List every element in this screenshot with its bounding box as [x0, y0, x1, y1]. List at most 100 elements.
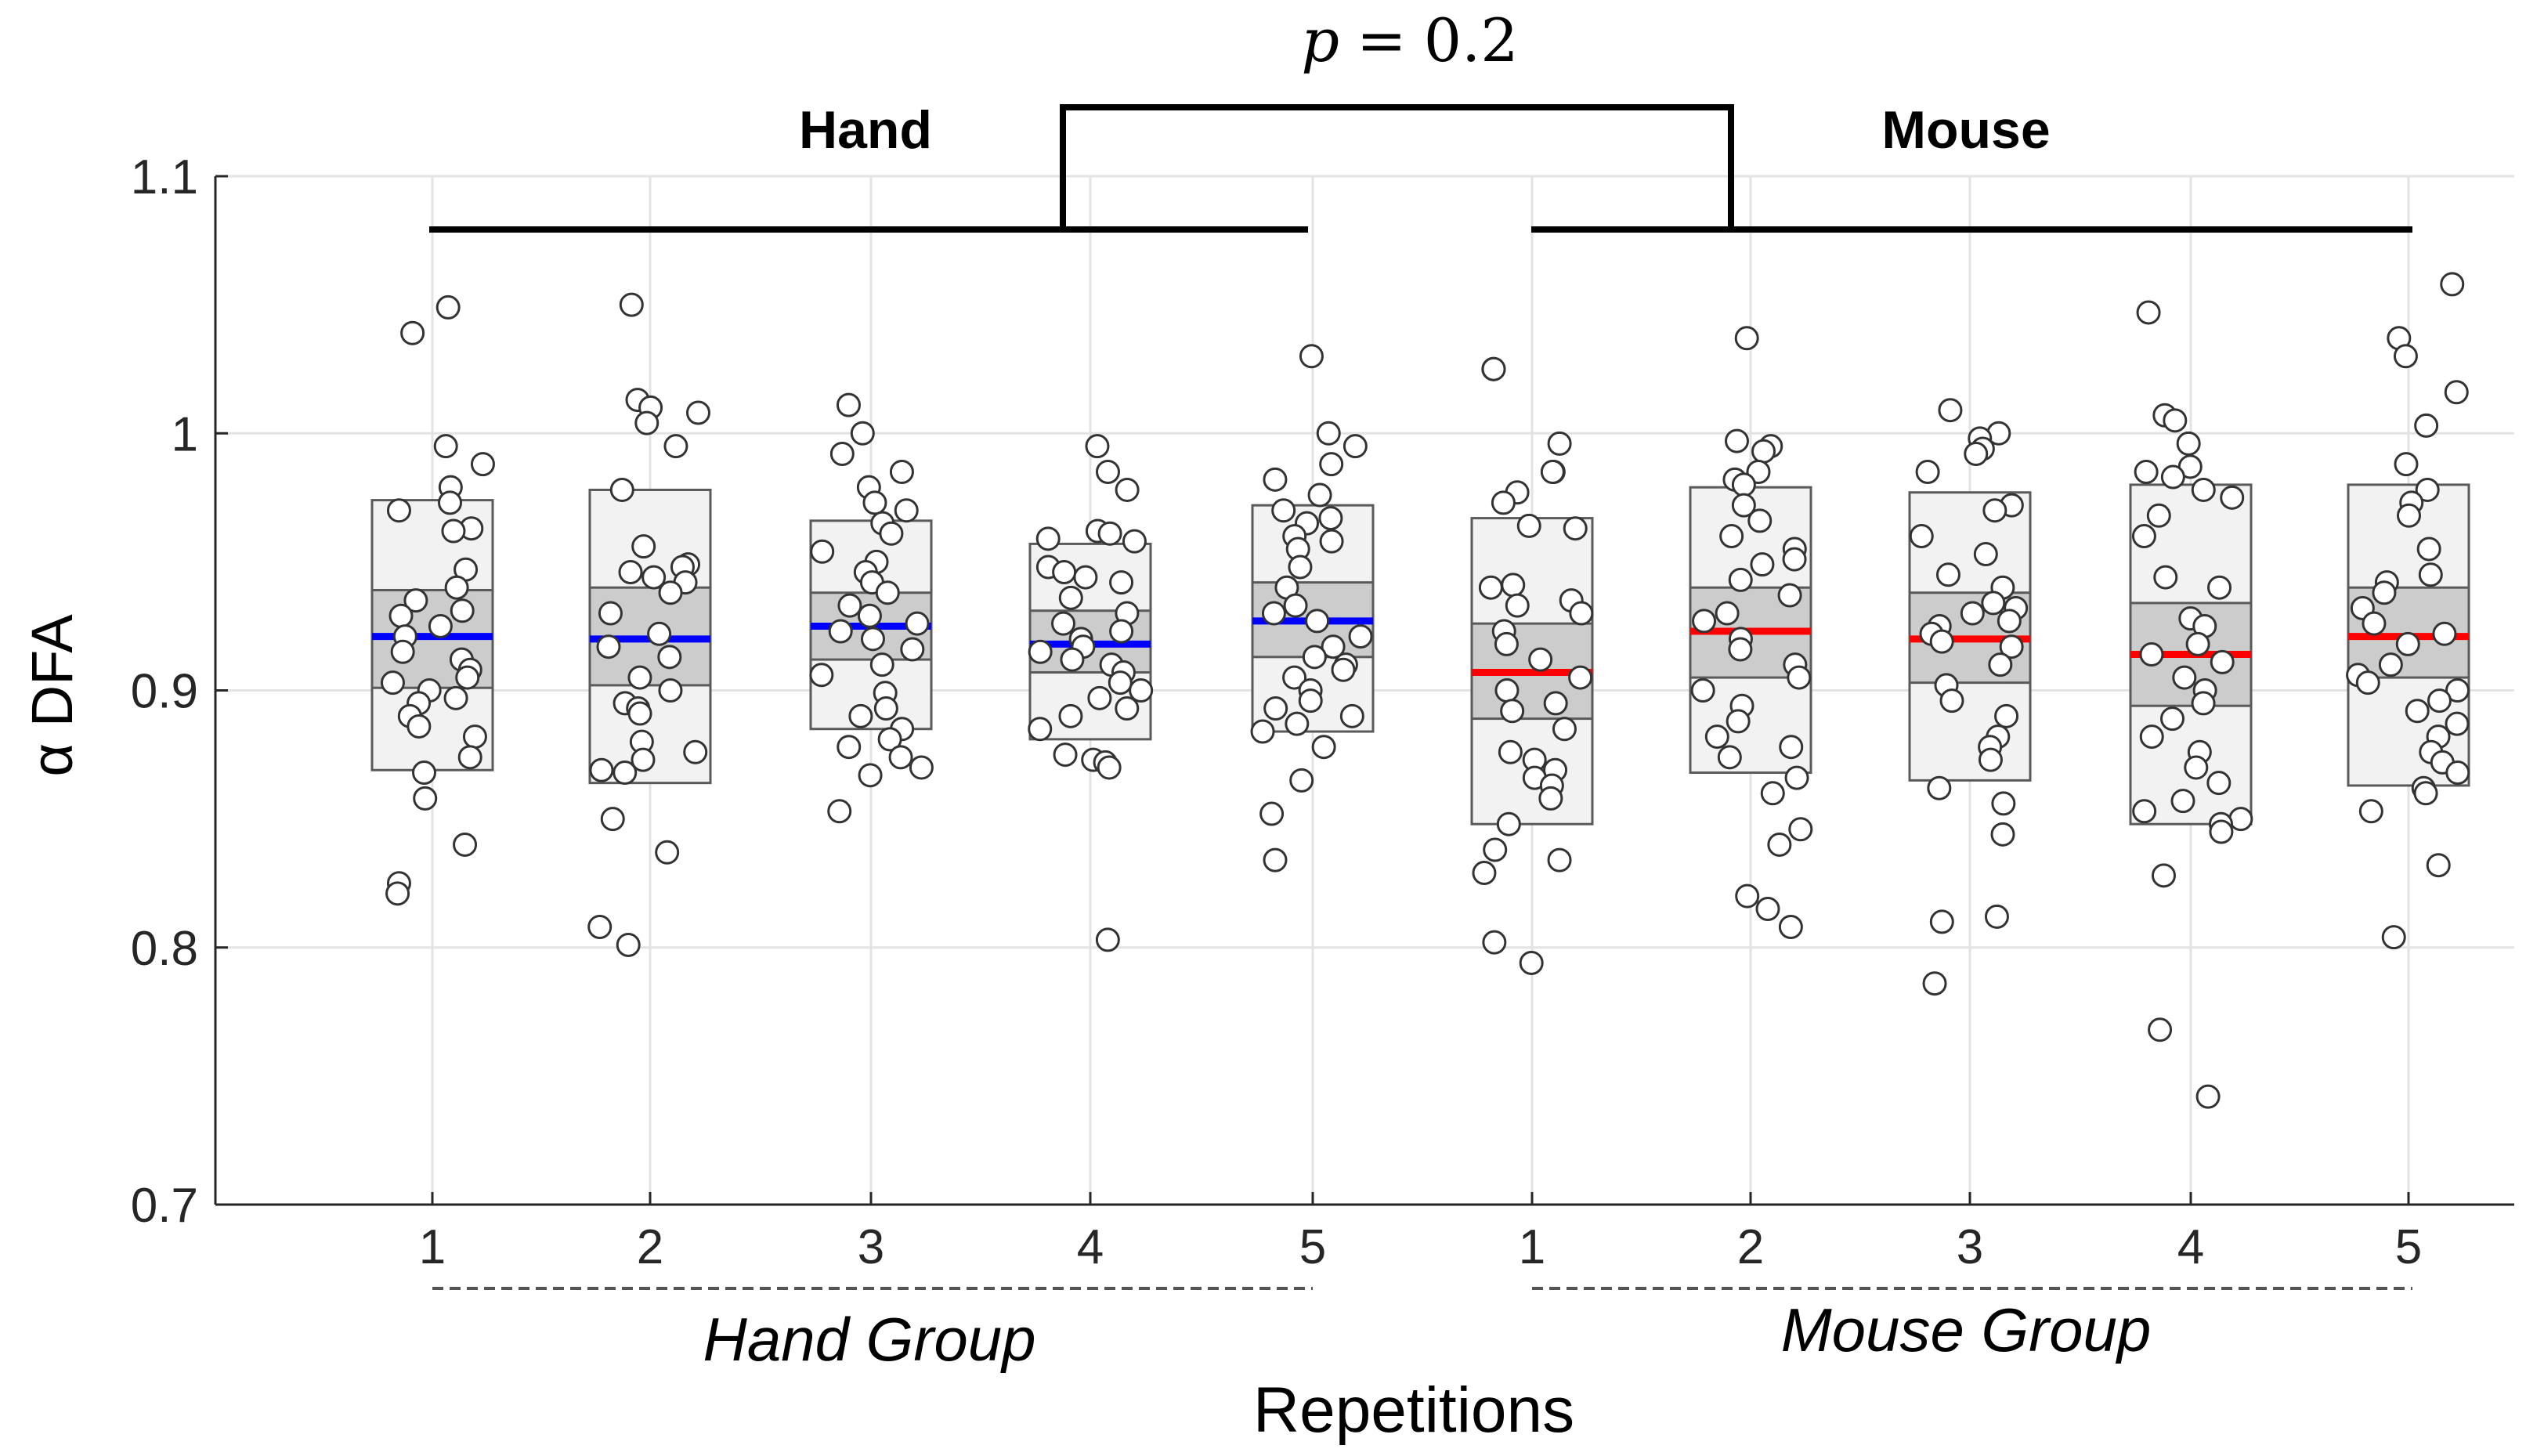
data-point — [2139, 724, 2164, 750]
data-point — [619, 292, 644, 317]
data-point — [441, 518, 466, 544]
data-point — [1760, 781, 1785, 806]
data-point — [2395, 631, 2420, 656]
data-point — [1988, 652, 2013, 677]
data-point — [1115, 695, 1140, 721]
data-point — [2378, 652, 2403, 677]
y-tick-label: 0.9 — [131, 665, 198, 719]
data-point — [809, 663, 834, 688]
data-point — [2146, 503, 2171, 528]
data-point — [2134, 459, 2159, 484]
data-point — [1339, 703, 1364, 728]
data-point — [2418, 562, 2443, 587]
data-point — [438, 490, 463, 515]
data-point — [1305, 609, 1330, 634]
data-point — [1779, 735, 1804, 760]
data-point — [1348, 624, 1373, 649]
x-tick-label: 5 — [2395, 1220, 2422, 1274]
data-point — [435, 294, 461, 320]
p-operator: = — [1357, 5, 1407, 75]
data-point — [634, 410, 660, 435]
data-point — [2444, 380, 2469, 405]
data-point — [2132, 799, 2157, 824]
data-point — [2381, 925, 2406, 950]
data-point — [683, 739, 708, 764]
data-point — [1108, 670, 1133, 695]
data-point — [2160, 706, 2185, 732]
data-point — [1935, 562, 1960, 587]
data-point — [1690, 678, 1715, 703]
mouse-group-label: Mouse Group — [1781, 1295, 2152, 1364]
data-point — [412, 761, 437, 786]
data-point — [1778, 914, 1803, 939]
data-point — [1538, 786, 1563, 811]
data-point — [443, 685, 468, 710]
data-point — [658, 678, 683, 703]
x-tick-label: 1 — [419, 1220, 446, 1274]
data-point — [385, 881, 410, 906]
data-point — [1028, 717, 1053, 742]
data-point — [1478, 575, 1503, 600]
data-point — [1263, 695, 1288, 721]
data-point — [1717, 745, 1742, 770]
data-point — [1960, 601, 1985, 626]
data-point — [1704, 724, 1729, 750]
y-tick-label: 0.8 — [131, 922, 198, 976]
data-point — [1087, 685, 1112, 710]
data-point — [627, 701, 652, 726]
data-point — [909, 755, 934, 780]
data-point — [2210, 649, 2235, 674]
data-point — [457, 745, 482, 770]
data-point — [613, 761, 638, 786]
data-point — [879, 521, 904, 546]
data-point — [390, 639, 415, 664]
data-point — [2445, 711, 2470, 736]
data-point — [400, 320, 425, 345]
p-value: 0.2 — [1424, 5, 1519, 75]
data-point — [1318, 506, 1343, 531]
data-point — [2148, 1017, 2173, 1042]
data-point — [810, 539, 835, 564]
data-point — [1784, 765, 1809, 790]
data-point — [2207, 575, 2232, 600]
data-point — [2414, 413, 2439, 438]
data-point — [1734, 326, 1759, 351]
data-point — [2426, 853, 2451, 878]
data-point — [1073, 565, 1098, 590]
data-point — [1085, 434, 1110, 459]
data-point — [1994, 703, 2019, 728]
data-point — [1481, 356, 1506, 381]
point-layer — [380, 272, 2470, 1109]
data-point — [857, 603, 882, 628]
data-point — [2191, 691, 2216, 716]
data-point — [1052, 560, 1077, 585]
data-point — [1552, 717, 1577, 742]
data-point — [1999, 634, 2024, 659]
data-point — [2136, 300, 2161, 325]
data-point — [1109, 619, 1134, 644]
data-point — [1095, 459, 1120, 484]
data-point — [1058, 585, 1083, 610]
data-point — [1482, 930, 1507, 955]
data-point — [862, 490, 887, 515]
data-point — [1927, 775, 1952, 800]
data-point — [1319, 529, 1344, 554]
x-tick-label: 3 — [1957, 1220, 1983, 1274]
data-point — [1755, 897, 1780, 922]
data-point — [1719, 524, 1744, 549]
x-axis-title: Repetitions — [1253, 1375, 1574, 1446]
data-point — [2405, 699, 2430, 724]
data-point — [1528, 647, 1553, 672]
data-point — [1299, 344, 1324, 369]
annot-layer — [429, 104, 2412, 1290]
data-point — [1563, 516, 1588, 541]
data-point — [1767, 832, 1792, 857]
data-point — [2160, 464, 2185, 490]
data-point — [850, 421, 875, 446]
data-point — [627, 665, 652, 690]
data-point — [1498, 739, 1523, 764]
data-point — [1543, 691, 1568, 716]
data-point — [1298, 688, 1323, 714]
data-point — [888, 745, 913, 770]
data-point — [836, 392, 861, 417]
